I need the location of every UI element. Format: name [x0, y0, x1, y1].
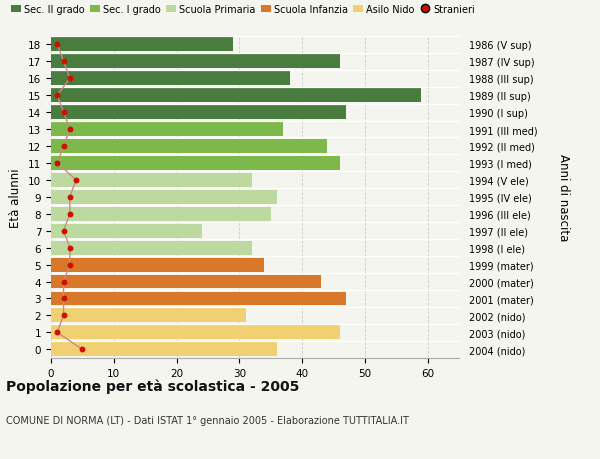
Bar — [51, 241, 252, 255]
Point — [65, 261, 74, 269]
Point — [77, 346, 87, 353]
Text: Popolazione per età scolastica - 2005: Popolazione per età scolastica - 2005 — [6, 379, 299, 393]
Point — [59, 143, 68, 150]
Point — [65, 211, 74, 218]
Point — [52, 160, 62, 167]
Bar — [51, 190, 277, 204]
Bar — [51, 275, 321, 289]
Point — [59, 58, 68, 66]
Point — [59, 312, 68, 319]
Bar — [51, 38, 233, 52]
Point — [65, 126, 74, 134]
Bar — [51, 326, 340, 340]
Bar — [51, 55, 340, 69]
Bar — [51, 342, 277, 357]
Point — [65, 75, 74, 83]
Point — [71, 177, 81, 184]
Y-axis label: Anni di nascita: Anni di nascita — [557, 154, 570, 241]
Bar — [51, 309, 245, 323]
Point — [59, 295, 68, 302]
Bar — [51, 140, 327, 154]
Point — [59, 109, 68, 117]
Bar — [51, 157, 340, 170]
Bar — [51, 123, 283, 137]
Point — [59, 278, 68, 285]
Point — [52, 41, 62, 49]
Bar — [51, 106, 346, 120]
Text: COMUNE DI NORMA (LT) - Dati ISTAT 1° gennaio 2005 - Elaborazione TUTTITALIA.IT: COMUNE DI NORMA (LT) - Dati ISTAT 1° gen… — [6, 415, 409, 425]
Bar — [51, 72, 290, 86]
Bar — [51, 258, 265, 272]
Legend: Sec. II grado, Sec. I grado, Scuola Primaria, Scuola Infanzia, Asilo Nido, Stran: Sec. II grado, Sec. I grado, Scuola Prim… — [11, 5, 475, 15]
Bar — [51, 224, 202, 238]
Bar — [51, 207, 271, 221]
Point — [52, 92, 62, 100]
Bar — [51, 174, 252, 187]
Point — [59, 228, 68, 235]
Point — [52, 329, 62, 336]
Y-axis label: Età alunni: Età alunni — [10, 168, 22, 227]
Bar — [51, 292, 346, 306]
Point — [65, 245, 74, 252]
Bar — [51, 89, 421, 103]
Point — [65, 194, 74, 201]
